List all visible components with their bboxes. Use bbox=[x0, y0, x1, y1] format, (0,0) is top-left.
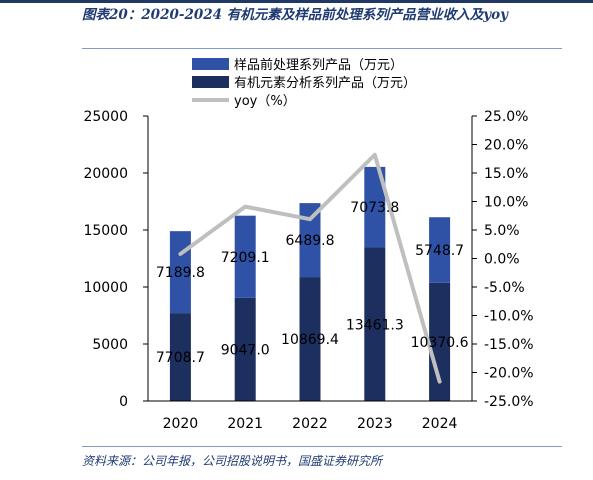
data-labels: 7708.7 7189.8 9047.0 7209.1 10869.4 6489.8 134… bbox=[156, 200, 469, 366]
right-tick-label: -20.0% bbox=[484, 366, 534, 382]
data-label-top-2021: 7209.1 bbox=[221, 250, 270, 266]
x-tick-label-2022: 2022 bbox=[292, 416, 328, 432]
x-tick-label-2024: 2024 bbox=[422, 416, 458, 432]
legend-label-1: 样品前处理系列产品（万元） bbox=[234, 57, 403, 73]
right-axis: -25.0% -20.0% -15.0% -10.0% -5.0% 0.0% 5.0% 10.… bbox=[471, 109, 534, 410]
x-tick-label-2020: 2020 bbox=[163, 416, 199, 432]
source-divider bbox=[82, 446, 562, 447]
bar-bottom-2024 bbox=[429, 282, 451, 401]
left-tick-label: 5000 bbox=[92, 337, 128, 353]
legend-label-2: 有机元素分析系列产品（万元） bbox=[234, 76, 416, 91]
data-label-top-2022: 6489.8 bbox=[286, 233, 335, 249]
legend-swatch-1 bbox=[192, 58, 229, 70]
legend-swatch-2 bbox=[192, 76, 229, 88]
yoy-series-line bbox=[178, 152, 442, 384]
right-tick-label: -25.0% bbox=[484, 394, 534, 410]
left-axis: 0 5000 10000 15000 20000 25000 bbox=[83, 109, 149, 410]
bar-top-2022 bbox=[299, 203, 321, 278]
left-tick-label: 15000 bbox=[83, 223, 128, 239]
x-tick-label-2021: 2021 bbox=[227, 416, 263, 432]
data-label-bottom-2023: 13461.3 bbox=[346, 317, 404, 333]
right-tick-label: -15.0% bbox=[484, 337, 534, 353]
right-tick-label: 15.0% bbox=[484, 166, 528, 182]
bar-bottom-2023 bbox=[364, 247, 386, 401]
legend: 样品前处理系列产品（万元） 有机元素分析系列产品（万元） yoy（%） bbox=[192, 57, 416, 109]
data-label-top-2020: 7189.8 bbox=[156, 265, 205, 281]
right-tick-label: -5.0% bbox=[484, 280, 525, 296]
right-tick-label: -10.0% bbox=[484, 309, 534, 325]
x-axis: 2020 2021 2022 2023 2024 bbox=[148, 400, 472, 432]
right-tick-label: 10.0% bbox=[484, 195, 528, 211]
right-tick-label: 20.0% bbox=[484, 138, 528, 154]
data-label-bottom-2022: 10869.4 bbox=[281, 332, 339, 348]
bar-top-2023 bbox=[364, 166, 386, 248]
left-tick-label: 10000 bbox=[83, 280, 128, 296]
bars bbox=[169, 166, 451, 401]
left-tick-label: 25000 bbox=[83, 109, 128, 125]
yoy-line bbox=[178, 152, 442, 384]
right-tick-label: 5.0% bbox=[484, 223, 520, 239]
data-label-bottom-2021: 9047.0 bbox=[221, 342, 270, 358]
source-note: 资料来源：公司年报，公司招股说明书，国盛证券研究所 bbox=[82, 454, 383, 468]
left-tick-label: 0 bbox=[119, 394, 128, 410]
bar-top-2021 bbox=[234, 215, 256, 298]
data-label-bottom-2024: 10370.6 bbox=[411, 335, 469, 351]
right-tick-label: 25.0% bbox=[484, 109, 528, 125]
figure-title: 图表20：2020-2024 有机元素及样品前处理系列产品营业收入及yoy bbox=[82, 7, 508, 23]
data-label-bottom-2020: 7708.7 bbox=[156, 350, 205, 366]
left-tick-label: 20000 bbox=[83, 166, 128, 182]
legend-label-3: yoy（%） bbox=[234, 94, 296, 109]
x-tick-label-2023: 2023 bbox=[357, 416, 393, 432]
right-tick-label: 0.0% bbox=[484, 252, 520, 268]
bar-top-2024 bbox=[429, 217, 451, 283]
top-border bbox=[0, 0, 593, 3]
title-divider bbox=[82, 48, 562, 49]
bar-bottom-2020 bbox=[169, 313, 191, 401]
data-label-top-2024: 5748.7 bbox=[415, 243, 464, 259]
bar-bottom-2022 bbox=[299, 277, 321, 401]
data-label-top-2023: 7073.8 bbox=[350, 200, 399, 216]
bar-bottom-2021 bbox=[234, 297, 256, 401]
